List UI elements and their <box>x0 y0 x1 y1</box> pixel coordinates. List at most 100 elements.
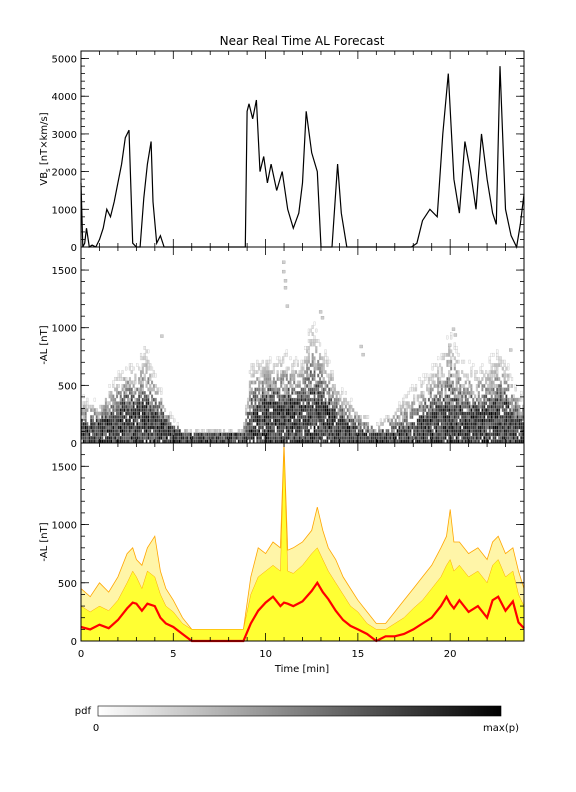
heatmap-cell <box>173 429 176 433</box>
heatmap-cell <box>128 397 131 402</box>
heatmap-cell <box>143 390 146 395</box>
heatmap-cell <box>283 384 286 388</box>
heatmap-cell <box>150 439 154 444</box>
heatmap-cell <box>215 429 218 433</box>
heatmap-cell <box>446 404 449 409</box>
heatmap-cell <box>479 401 482 406</box>
heatmap-cell <box>383 435 386 440</box>
heatmap-cell <box>156 429 159 433</box>
heatmap-cell <box>516 411 519 416</box>
heatmap-cell <box>86 425 89 430</box>
heatmap-cell <box>309 422 312 426</box>
heatmap-cell <box>383 418 386 423</box>
heatmap-cell <box>106 411 109 416</box>
heatmap-cell <box>307 397 310 402</box>
heatmap-cell <box>265 408 268 412</box>
heatmap-cell <box>259 435 262 440</box>
heatmap-cell <box>472 411 475 416</box>
heatmap-cell <box>169 425 172 430</box>
heatmap-cell <box>490 377 493 381</box>
heatmap-cell <box>269 384 272 388</box>
heatmap-cell <box>492 363 495 367</box>
heatmap-cell <box>505 408 508 412</box>
heatmap-cell <box>110 390 113 395</box>
heatmap-cell <box>167 418 170 423</box>
heatmap-cell <box>149 425 152 430</box>
heatmap-cell <box>145 422 148 426</box>
heatmap-cell <box>289 422 292 426</box>
heatmap-cell <box>315 384 318 388</box>
heatmap-cell <box>103 425 106 430</box>
heatmap-cell <box>498 432 501 437</box>
heatmap-cell <box>147 359 150 364</box>
heatmap-cell <box>163 432 167 437</box>
heatmap-cell <box>304 359 307 364</box>
heatmap-cell <box>361 422 364 426</box>
heatmap-cell <box>95 425 98 430</box>
heatmap-cell <box>298 394 301 399</box>
heatmap-cell <box>145 404 148 409</box>
heatmap-cell <box>145 432 148 437</box>
heatmap-cell <box>278 418 281 423</box>
heatmap-cell <box>104 429 107 433</box>
heatmap-cell <box>479 418 482 423</box>
heatmap-cell <box>114 397 117 402</box>
heatmap-cell <box>128 390 131 395</box>
heatmap-cell <box>320 415 323 419</box>
heatmap-cell <box>261 425 264 430</box>
heatmap-cell <box>440 422 443 426</box>
heatmap-cell <box>293 373 296 378</box>
heatmap-cell <box>496 404 499 409</box>
heatmap-cell <box>258 401 261 406</box>
heatmap-cell <box>488 370 491 374</box>
heatmap-cell <box>307 415 310 419</box>
heatmap-cell <box>416 425 419 430</box>
heatmap-cell <box>265 404 268 409</box>
heatmap-cell <box>272 390 275 395</box>
heatmap-cell <box>400 435 403 440</box>
heatmap-cell <box>88 404 91 409</box>
heatmap-cell <box>326 384 329 388</box>
heatmap-cell <box>518 397 521 402</box>
heatmap-cell <box>427 411 430 416</box>
heatmap-cell <box>300 373 303 378</box>
heatmap-cell <box>453 422 456 426</box>
heatmap-cell <box>437 370 440 374</box>
heatmap-cell <box>409 435 412 440</box>
heatmap-cell <box>256 415 259 419</box>
heatmap-cell <box>390 439 394 444</box>
heatmap-cell <box>477 435 480 440</box>
heatmap-cell <box>294 425 298 430</box>
heatmap-cell <box>117 390 120 395</box>
heatmap-cell <box>496 370 499 374</box>
heatmap-cell <box>156 390 159 395</box>
heatmap-cell <box>389 439 392 444</box>
heatmap-cell <box>115 425 119 430</box>
heatmap-cell <box>483 415 486 419</box>
heatmap-cell <box>427 397 430 402</box>
heatmap-cell <box>117 384 120 388</box>
heatmap-cell <box>150 418 154 423</box>
heatmap-cell <box>147 435 150 440</box>
heatmap-cell <box>409 429 412 433</box>
heatmap-cell <box>488 377 491 381</box>
heatmap-cell <box>82 404 85 409</box>
heatmap-cell <box>341 422 344 426</box>
heatmap-cell <box>307 401 310 406</box>
heatmap-cell <box>416 394 419 399</box>
heatmap-cell <box>276 356 279 361</box>
heatmap-cell <box>446 432 449 437</box>
heatmap-cell <box>389 432 392 437</box>
heatmap-cell <box>448 373 451 378</box>
heatmap-cell <box>167 425 170 430</box>
heatmap-cell <box>121 432 124 437</box>
heatmap-cell <box>350 439 353 444</box>
heatmap-cell <box>138 429 141 433</box>
heatmap-cell <box>248 397 251 402</box>
heatmap-cell <box>490 425 493 430</box>
heatmap-cell <box>210 432 213 437</box>
heatmap-cell <box>291 387 294 392</box>
heatmap-cell <box>413 401 416 406</box>
heatmap-cell <box>348 432 351 437</box>
heatmap-cell <box>510 435 514 440</box>
